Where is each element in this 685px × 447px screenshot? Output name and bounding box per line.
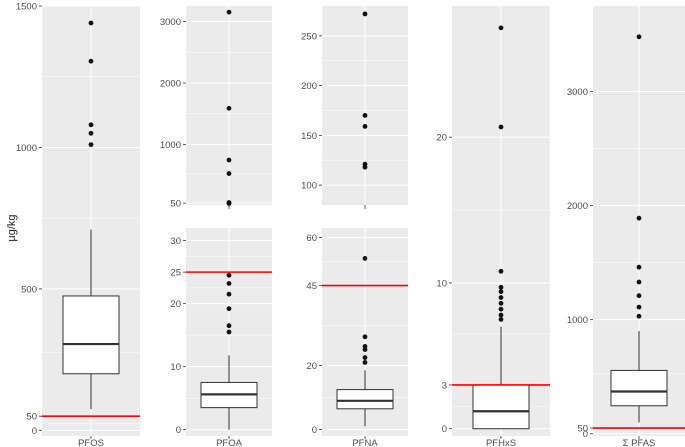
panel-5-outlier-point	[636, 279, 642, 285]
panel-3-upper-y-tick-label: 100	[301, 181, 317, 192]
panel-5-y-tick-label: 3000	[567, 87, 588, 98]
panel-3-upper-y-tick-label: 150	[301, 131, 317, 142]
panel-5-y-tick-label: 0	[583, 429, 588, 440]
panel-4-outlier-point	[498, 306, 504, 312]
panel-3-lower-y-tick-label: 45	[306, 281, 317, 292]
panel-1-y-tick-label: 1000	[16, 143, 37, 154]
panel-3-lower-outlier-point	[362, 344, 368, 349]
panel-5-box	[610, 369, 668, 407]
panel-5-outlier-point	[636, 313, 642, 319]
panel-2-lower-y-tick-label: 30	[170, 236, 181, 247]
panel-4-y-tick-label: 20	[436, 133, 447, 144]
panel-2-upper-y-tick-label: 1000	[160, 140, 181, 151]
panel-2-lower-y-tick-label: 0	[176, 425, 181, 436]
panel-5-y-tick-label: 50	[577, 424, 588, 435]
panel-2-upper-outlier-point	[226, 200, 232, 205]
panel-3-upper-outlier-point	[362, 161, 368, 167]
panel-1-y-tick-label: 50	[26, 412, 37, 423]
panel-3-lower-outlier-point	[362, 256, 368, 261]
panel-1-x-tick-label: PFOS	[78, 438, 104, 447]
panel-5-outlier-point	[636, 264, 642, 270]
panel-2-upper-outlier-point	[226, 105, 232, 111]
panel-5-outlier-point	[636, 215, 642, 221]
panel-4-outlier-point	[498, 289, 504, 295]
panel-4-outlier-point	[498, 124, 504, 130]
panel-5-outlier-point	[636, 304, 642, 310]
panel-4-y-tick-label: 3	[442, 380, 447, 391]
panel-3-lower-y-tick-label: 0	[312, 425, 317, 436]
panel-1-outlier-point	[88, 122, 94, 128]
panel-5-x-tick-label: Σ PFAS	[623, 438, 656, 447]
panel-2-lower-y-tick-label: 25	[170, 268, 181, 279]
panel-2-lower-outlier-point	[226, 281, 232, 286]
panel-3-upper-outlier-point	[362, 11, 368, 17]
panel-1-y-tick-label: 500	[21, 284, 37, 295]
panel-3-lower-outlier-point	[362, 334, 368, 340]
panel-5-outlier-point	[636, 34, 642, 40]
panel-3-upper-y-tick-label: 200	[301, 81, 317, 92]
panel-3-upper-outlier-point	[362, 123, 368, 129]
panel-4-outlier-point	[498, 268, 504, 274]
panel-4-x-tick-label: PFHxS	[486, 438, 516, 447]
panel-1-outlier-point	[88, 130, 94, 136]
panel-3-lower-outlier-point	[362, 360, 368, 365]
panel-3-lower-outlier-point	[362, 355, 368, 360]
panel-4-outlier-point	[498, 316, 504, 322]
panel-5-y-tick-label: 2000	[567, 201, 588, 212]
panel-2-upper-outlier-point	[226, 171, 232, 176]
panel-2-lower-outlier-point	[226, 272, 232, 278]
panel-4-box	[472, 384, 530, 430]
panel-4-outlier-point	[498, 295, 504, 300]
panel-2-upper-y-tick-label: 3000	[160, 17, 181, 28]
panel-2-lower-y-tick-label: 20	[170, 299, 181, 310]
panel-4-outlier-point	[498, 300, 504, 306]
panel-2-upper-outlier-point	[226, 157, 232, 163]
panel-3-lower-y-tick-label: 60	[306, 233, 317, 244]
panel-4-outlier-point	[498, 284, 504, 290]
panel-4-outlier-point	[498, 312, 504, 318]
panel-3-x-tick-label: PFNA	[352, 438, 378, 447]
panel-1-box	[62, 295, 120, 375]
panel-5-outlier-point	[636, 293, 642, 299]
panel-2-upper-y-tick-label: 50	[170, 199, 181, 210]
panel-2-lower-y-tick-label: 10	[170, 362, 181, 373]
panel-2-upper-y-tick-label: 2000	[160, 79, 181, 90]
panel-3-lower-y-tick-label: 20	[306, 361, 317, 372]
panel-1-y-tick-label: 1500	[16, 2, 37, 13]
panel-4-outlier-point	[498, 25, 504, 31]
panel-2-x-tick-label: PFOA	[216, 438, 243, 447]
panel-4-y-tick-label: 10	[436, 278, 447, 289]
panel-3-lower-box	[336, 389, 394, 410]
panel-3-upper-y-tick-label: 250	[301, 31, 317, 42]
panel-5-y-tick-label: 1000	[567, 315, 588, 326]
panel-2-lower-outlier-point	[226, 291, 232, 297]
panel-2-lower-outlier-point	[226, 306, 232, 312]
panel-1-outlier-point	[88, 142, 94, 148]
panel-1-outlier-point	[88, 20, 94, 26]
panel-1-outlier-point	[88, 58, 94, 64]
panel-2-lower-outlier-point	[226, 329, 232, 335]
panel-4-y-tick-label: 0	[442, 424, 447, 435]
panel-3-upper-outlier-point	[362, 113, 368, 118]
panel-2-lower-outlier-point	[226, 323, 232, 329]
panel-2-upper-outlier-point	[226, 9, 232, 15]
panel-1-y-tick-label: 0	[32, 426, 37, 437]
